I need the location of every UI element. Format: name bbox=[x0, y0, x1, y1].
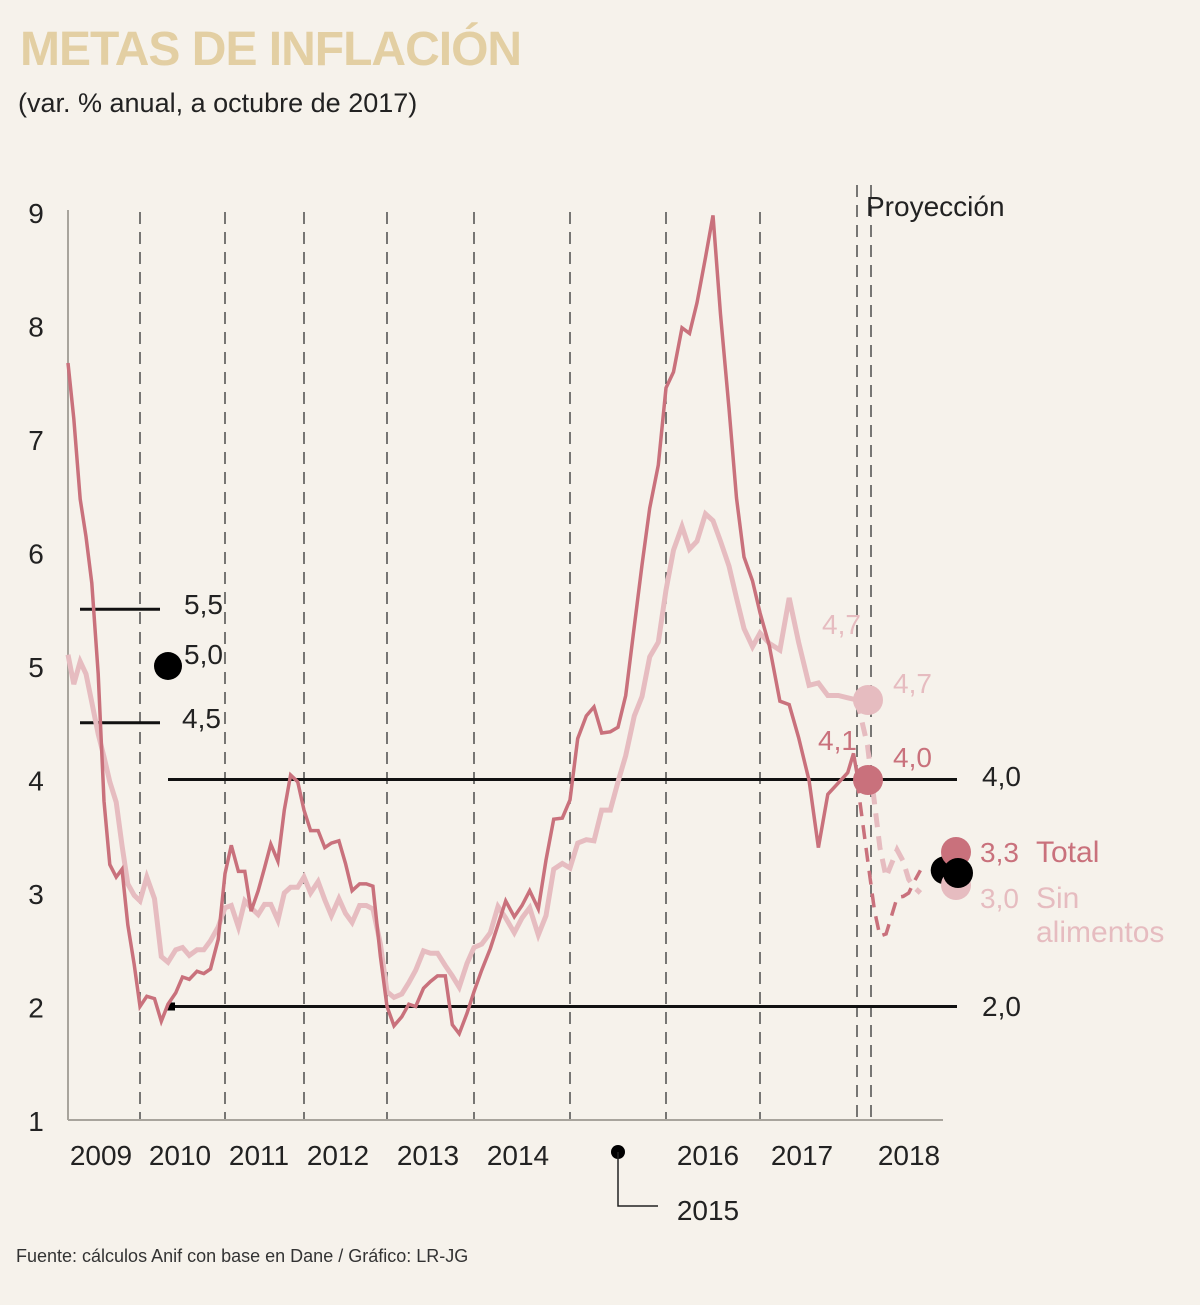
annotation-label: 4,7 bbox=[822, 609, 861, 640]
series-line-sin-alimentos bbox=[65, 509, 858, 1001]
x-tick-label: 2016 bbox=[677, 1140, 739, 1171]
annotation-label: 4,0 bbox=[893, 742, 932, 773]
chart-subtitle: (var. % anual, a octubre de 2017) bbox=[18, 88, 418, 118]
series-line-sin-alimentos-proyecci-n bbox=[854, 699, 923, 895]
y-tick-label: 1 bbox=[28, 1106, 44, 1137]
y-tick-label: 9 bbox=[28, 198, 44, 229]
y-tick-label: 4 bbox=[28, 766, 44, 797]
year-gridlines bbox=[139, 185, 872, 1120]
target-label: 2,0 bbox=[982, 991, 1021, 1022]
y-tick-label: 8 bbox=[28, 312, 44, 343]
target-lines bbox=[80, 607, 959, 1011]
legend-sin-alimentos-line1: Sin bbox=[1036, 882, 1079, 915]
projection-label: Proyección bbox=[866, 191, 1005, 222]
annotation-label: 4,7 bbox=[893, 668, 932, 699]
callout-leader bbox=[617, 1152, 658, 1207]
legend-total: Total bbox=[1036, 836, 1099, 869]
series-lines bbox=[65, 215, 923, 1038]
x-tick-label: 2017 bbox=[771, 1140, 833, 1171]
annotation-label: 4,1 bbox=[818, 725, 857, 756]
value-marker bbox=[853, 685, 883, 715]
x-tick-label: 2009 bbox=[70, 1140, 132, 1171]
target-point-end bbox=[943, 858, 973, 888]
annotation-label: 3,0 bbox=[980, 883, 1019, 914]
chart-title: METAS DE INFLACIÓN bbox=[20, 23, 522, 76]
target-label: 4,0 bbox=[982, 761, 1021, 792]
y-tick-label: 3 bbox=[28, 879, 44, 910]
x-tick-label: 2011 bbox=[229, 1140, 289, 1171]
x-tick-label: 2018 bbox=[878, 1140, 940, 1171]
value-marker bbox=[853, 765, 883, 795]
target-label: 5,5 bbox=[184, 589, 223, 620]
annotation-label: 3,3 bbox=[980, 837, 1019, 868]
target-point bbox=[154, 652, 182, 680]
target-label: 5,0 bbox=[184, 639, 223, 670]
x-tick-label: 2014 bbox=[487, 1140, 549, 1171]
target-marker bbox=[167, 1002, 175, 1011]
x-tick-label: 2012 bbox=[307, 1140, 369, 1171]
y-tick-label: 7 bbox=[28, 425, 44, 456]
series-line-total bbox=[66, 215, 859, 1038]
y-tick-label: 2 bbox=[28, 993, 44, 1024]
x-tick-label: 2010 bbox=[149, 1140, 211, 1171]
y-tick-label: 6 bbox=[28, 539, 44, 570]
target-label: 4,5 bbox=[182, 703, 221, 734]
chart-labels: 1 2 3 4 5 6 7 8 9 2009 2010 2011 2012 2013 2014 2015 201… bbox=[28, 191, 1164, 1226]
series-line-total-proyecci-n bbox=[855, 779, 922, 939]
x-tick-label: 2015 bbox=[677, 1195, 739, 1226]
x-tick-label: 2013 bbox=[397, 1140, 459, 1171]
y-tick-label: 5 bbox=[28, 652, 44, 683]
markers bbox=[853, 685, 973, 900]
legend-sin-alimentos-line2: alimentos bbox=[1036, 916, 1164, 949]
source-note: Fuente: cálculos Anif con base en Dane /… bbox=[16, 1246, 469, 1266]
